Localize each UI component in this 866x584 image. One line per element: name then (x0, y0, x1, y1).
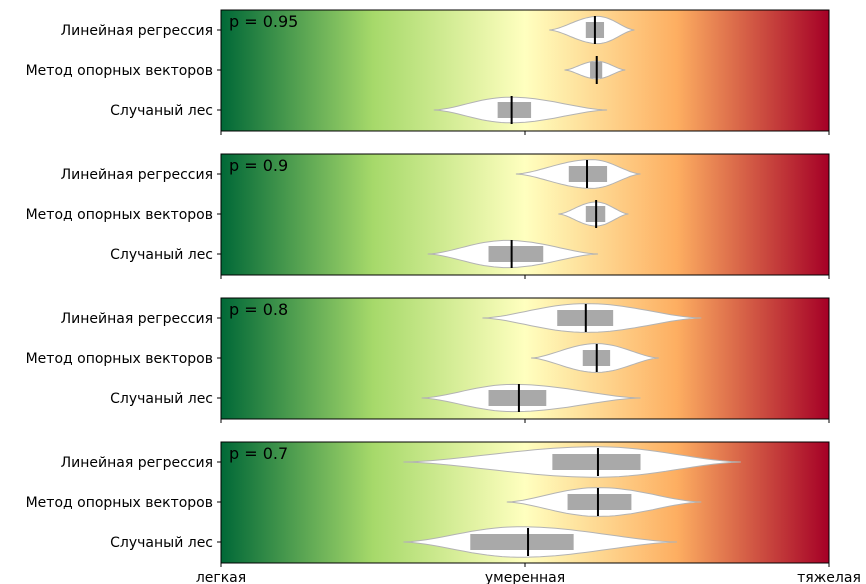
category-label: Случаный лес (110, 535, 213, 551)
category-label: Линейная регрессия (61, 311, 213, 327)
violin-iqr-box (470, 534, 574, 550)
category-label: Метод опорных векторов (26, 63, 213, 79)
panel-label: p = 0.9 (229, 156, 288, 175)
category-label: Случаный лес (110, 391, 213, 407)
violin-3 (403, 526, 678, 558)
x-tick-label: тяжелая (797, 570, 861, 584)
x-tick-label: легкая (196, 570, 246, 584)
violin-2 (506, 487, 702, 517)
category-label: Метод опорных векторов (26, 351, 213, 367)
violin-3 (427, 239, 599, 269)
violin-iqr-box (567, 494, 632, 510)
x-axis: легкая умеренная тяжелая (196, 570, 861, 584)
violin-2 (531, 343, 659, 373)
category-label: Метод опорных векторов (26, 207, 213, 223)
category-label: Линейная регрессия (61, 167, 213, 183)
panel-label: p = 0.8 (229, 300, 288, 319)
panel-label: p = 0.7 (229, 444, 288, 463)
violin-1 (482, 303, 702, 333)
category-label: Случаный лес (110, 103, 213, 119)
category-label: Метод опорных векторов (26, 495, 213, 511)
x-tick-label: умеренная (485, 570, 565, 584)
violin-3 (433, 96, 608, 124)
violin-3 (421, 383, 641, 413)
category-label: Случаный лес (110, 247, 213, 263)
violin-1 (549, 15, 635, 45)
violin-iqr-box (488, 390, 547, 406)
violin-1 (403, 446, 741, 478)
violin-2 (564, 56, 626, 84)
panel-1: Линейная регрессия Метод опорных векторов… (26, 9, 830, 135)
violin-iqr-box (488, 246, 544, 262)
violin-iqr-box (552, 454, 641, 470)
category-label: Линейная регрессия (61, 23, 213, 39)
category-label: Линейная регрессия (61, 455, 213, 471)
panel-3: Линейная регрессия Метод опорных векторов… (26, 297, 830, 423)
panel-4: Линейная регрессия Метод опорных векторов… (26, 441, 830, 567)
panel-label: p = 0.95 (229, 12, 298, 31)
violin-2 (558, 200, 629, 228)
violin-1 (515, 159, 641, 189)
violin-iqr-box (497, 102, 532, 118)
panel-2: Линейная регрессия Метод опорных векторов… (26, 153, 830, 279)
